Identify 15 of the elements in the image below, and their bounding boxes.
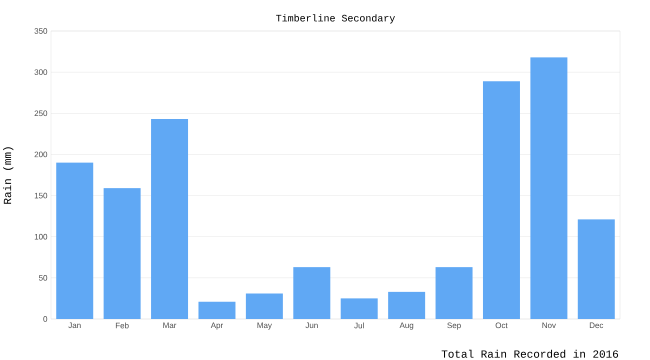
bar bbox=[198, 302, 236, 319]
bar bbox=[293, 267, 330, 319]
bar bbox=[56, 162, 94, 319]
bar bbox=[482, 81, 520, 319]
y-axis-title: Rain (mm) bbox=[3, 147, 14, 204]
bar bbox=[340, 298, 378, 319]
bar bbox=[246, 293, 283, 319]
bar bbox=[436, 267, 473, 319]
chart-title: Timberline Secondary bbox=[276, 14, 395, 24]
bar bbox=[388, 292, 426, 319]
bar bbox=[578, 219, 615, 319]
bar bbox=[530, 57, 568, 319]
bar bbox=[104, 188, 141, 319]
x-axis-title: Total Rain Recorded in 2016 bbox=[442, 350, 618, 358]
bar bbox=[151, 119, 188, 319]
